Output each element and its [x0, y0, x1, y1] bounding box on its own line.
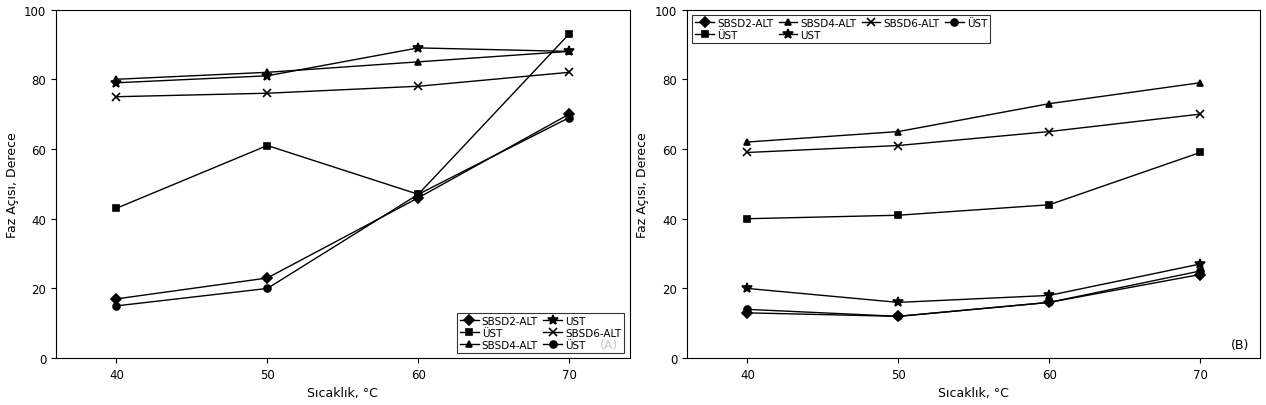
Y-axis label: Faz Açısı, Derece: Faz Açısı, Derece	[5, 132, 19, 237]
X-axis label: Sıcaklık, °C: Sıcaklık, °C	[308, 386, 379, 399]
X-axis label: Sıcaklık, °C: Sıcaklık, °C	[938, 386, 1009, 399]
Legend: SBSD2-ALT, ÜST, SBSD4-ALT, UST, SBSD6-ALT, ÜST: SBSD2-ALT, ÜST, SBSD4-ALT, UST, SBSD6-AL…	[457, 313, 624, 353]
Legend: SBSD2-ALT, ÜST, SBSD4-ALT, UST, SBSD6-ALT, ÜST: SBSD2-ALT, ÜST, SBSD4-ALT, UST, SBSD6-AL…	[693, 16, 990, 44]
Y-axis label: Faz Açısı, Derece: Faz Açısı, Derece	[637, 132, 649, 237]
Text: (A): (A)	[600, 338, 618, 351]
Text: (B): (B)	[1231, 338, 1250, 351]
